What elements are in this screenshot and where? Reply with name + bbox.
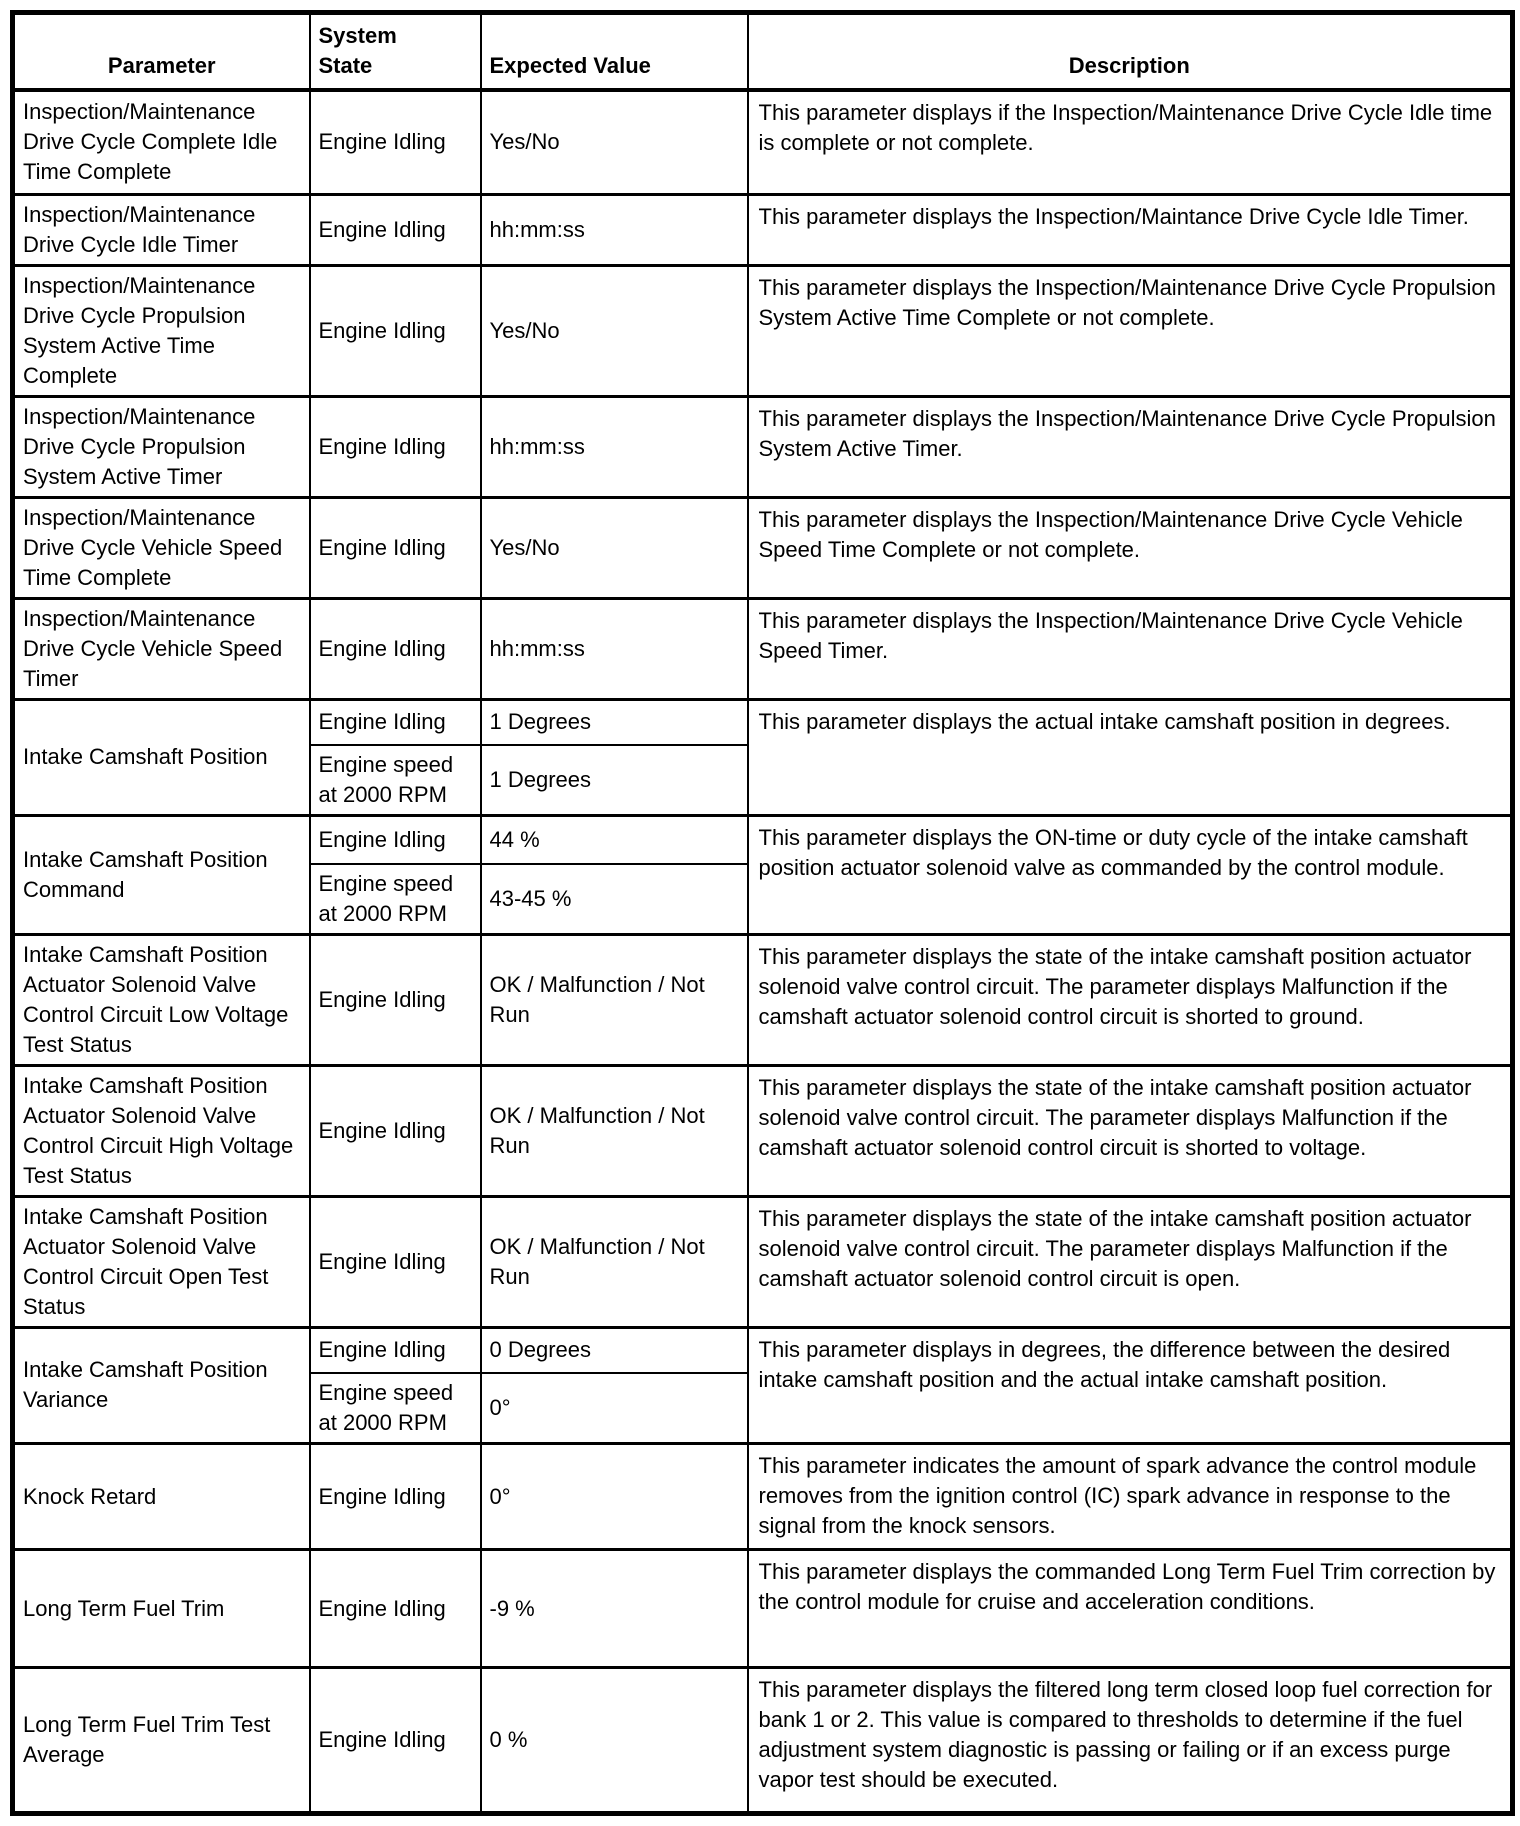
- table-row: Inspection/Maintenance Drive Cycle Compl…: [11, 88, 1514, 195]
- system-state-cell: Engine Idling: [308, 495, 482, 599]
- expected-value-cell: hh:mm:ss: [479, 192, 749, 266]
- parameter-cell: Intake Camshaft Position Variance: [11, 1325, 311, 1445]
- expected-value-cell: hh:mm:ss: [479, 596, 749, 700]
- system-state-cell: Engine speed at 2000 RPM: [308, 862, 482, 935]
- table-row: Inspection/Maintenance Drive Cycle Vehic…: [11, 495, 1514, 599]
- system-state-cell: Engine Idling: [308, 263, 482, 397]
- description-cell: This parameter indicates the amount of s…: [746, 1442, 1514, 1551]
- table-row: Long Term Fuel Trim Test Average Engine …: [11, 1666, 1514, 1815]
- expected-value-cell: OK / Malfunction / Not Run: [479, 932, 749, 1066]
- system-state-cell: Engine speed at 2000 RPM: [308, 744, 482, 817]
- parameter-cell: Inspection/Maintenance Drive Cycle Vehic…: [11, 495, 311, 599]
- expected-value-cell: 1 Degrees: [479, 744, 749, 817]
- description-cell: This parameter displays the Inspection/M…: [746, 263, 1514, 397]
- table-row: Intake Camshaft Position Actuator Soleno…: [11, 1194, 1514, 1328]
- system-state-cell: Engine speed at 2000 RPM: [308, 1372, 482, 1445]
- description-cell: This parameter displays the Inspection/M…: [746, 596, 1514, 700]
- system-state-cell: Engine Idling: [308, 1063, 482, 1197]
- table-row: Inspection/Maintenance Drive Cycle Propu…: [11, 263, 1514, 397]
- table-row: Inspection/Maintenance Drive Cycle Propu…: [11, 394, 1514, 498]
- header-description: Description: [746, 11, 1514, 92]
- expected-value-cell: OK / Malfunction / Not Run: [479, 1063, 749, 1197]
- header-parameter: Parameter: [11, 11, 311, 92]
- parameter-cell: Long Term Fuel Trim Test Average: [11, 1666, 311, 1815]
- table-row: Knock Retard Engine Idling 0° This param…: [11, 1442, 1514, 1551]
- system-state-cell: Engine Idling: [308, 932, 482, 1066]
- expected-value-cell: 0 Degrees: [479, 1325, 749, 1374]
- parameter-cell: Intake Camshaft Position Command: [11, 814, 311, 935]
- table-header-row: Parameter System State Expected Value De…: [11, 11, 1514, 92]
- parameter-cell: Intake Camshaft Position Actuator Soleno…: [11, 932, 311, 1066]
- table-row: Intake Camshaft Position Actuator Soleno…: [11, 1063, 1514, 1197]
- parameter-cell: Intake Camshaft Position: [11, 697, 311, 817]
- parameter-cell: Inspection/Maintenance Drive Cycle Compl…: [11, 88, 311, 195]
- system-state-cell: Engine Idling: [308, 814, 482, 865]
- parameter-cell: Inspection/Maintenance Drive Cycle Propu…: [11, 263, 311, 397]
- description-cell: This parameter displays the Inspection/M…: [746, 192, 1514, 266]
- table-subrow: Engine speed at 2000 RPM 43-45 %: [13, 862, 1513, 935]
- table-subrow: Engine speed at 2000 RPM 0°: [13, 1372, 1513, 1445]
- parameter-cell: Intake Camshaft Position Actuator Soleno…: [11, 1063, 311, 1197]
- expected-value-cell: -9 %: [479, 1548, 749, 1669]
- parameter-cell: Long Term Fuel Trim: [11, 1548, 311, 1669]
- parameter-cell: Intake Camshaft Position Actuator Soleno…: [11, 1194, 311, 1328]
- parameter-cell: Inspection/Maintenance Drive Cycle Propu…: [11, 394, 311, 498]
- header-system-state: System State: [308, 11, 482, 92]
- expected-value-cell: 1 Degrees: [479, 697, 749, 746]
- system-state-cell: Engine Idling: [308, 1666, 482, 1815]
- parameter-cell: Inspection/Maintenance Drive Cycle Idle …: [11, 192, 311, 266]
- system-state-cell: Engine Idling: [308, 1442, 482, 1551]
- expected-value-cell: 43-45 %: [479, 862, 749, 935]
- system-state-cell: Engine Idling: [308, 1194, 482, 1328]
- expected-value-cell: Yes/No: [479, 263, 749, 397]
- table-row: Inspection/Maintenance Drive Cycle Idle …: [11, 192, 1514, 266]
- description-cell: This parameter displays the ON-time or d…: [746, 814, 1514, 935]
- expected-value-cell: 44 %: [479, 814, 749, 865]
- table-row: Intake Camshaft Position Engine Idling 1…: [11, 697, 1514, 817]
- table-subrow: Engine speed at 2000 RPM 1 Degrees: [13, 744, 1513, 817]
- table-row: Intake Camshaft Position Actuator Soleno…: [11, 932, 1514, 1066]
- description-cell: This parameter displays the commanded Lo…: [746, 1548, 1514, 1669]
- system-state-cell: Engine Idling: [308, 394, 482, 498]
- expected-value-cell: 0°: [479, 1442, 749, 1551]
- expected-value-cell: 0°: [479, 1372, 749, 1445]
- description-cell: This parameter displays the state of the…: [746, 1063, 1514, 1197]
- description-cell: This parameter displays the Inspection/M…: [746, 394, 1514, 498]
- system-state-cell: Engine Idling: [308, 1548, 482, 1669]
- expected-value-cell: 0 %: [479, 1666, 749, 1815]
- table-row: Long Term Fuel Trim Engine Idling -9 % T…: [11, 1548, 1514, 1669]
- parameter-table: Parameter System State Expected Value De…: [10, 10, 1515, 1816]
- expected-value-cell: OK / Malfunction / Not Run: [479, 1194, 749, 1328]
- description-cell: This parameter displays the filtered lon…: [746, 1666, 1514, 1815]
- header-expected-value: Expected Value: [479, 11, 749, 92]
- description-cell: This parameter displays the state of the…: [746, 932, 1514, 1066]
- description-cell: This parameter displays the state of the…: [746, 1194, 1514, 1328]
- parameter-cell: Knock Retard: [11, 1442, 311, 1551]
- system-state-cell: Engine Idling: [308, 1325, 482, 1374]
- expected-value-cell: Yes/No: [479, 495, 749, 599]
- table-row: Inspection/Maintenance Drive Cycle Vehic…: [11, 596, 1514, 700]
- expected-value-cell: Yes/No: [479, 88, 749, 195]
- description-cell: This parameter displays the Inspection/M…: [746, 495, 1514, 599]
- system-state-cell: Engine Idling: [308, 88, 482, 195]
- description-cell: This parameter displays in degrees, the …: [746, 1325, 1514, 1445]
- system-state-cell: Engine Idling: [308, 596, 482, 700]
- system-state-cell: Engine Idling: [308, 192, 482, 266]
- description-cell: This parameter displays the actual intak…: [746, 697, 1514, 817]
- table-row: Intake Camshaft Position Command Engine …: [11, 814, 1514, 935]
- table-row: Intake Camshaft Position Variance Engine…: [11, 1325, 1514, 1445]
- description-cell: This parameter displays if the Inspectio…: [746, 88, 1514, 195]
- parameter-cell: Inspection/Maintenance Drive Cycle Vehic…: [11, 596, 311, 700]
- expected-value-cell: hh:mm:ss: [479, 394, 749, 498]
- system-state-cell: Engine Idling: [308, 697, 482, 746]
